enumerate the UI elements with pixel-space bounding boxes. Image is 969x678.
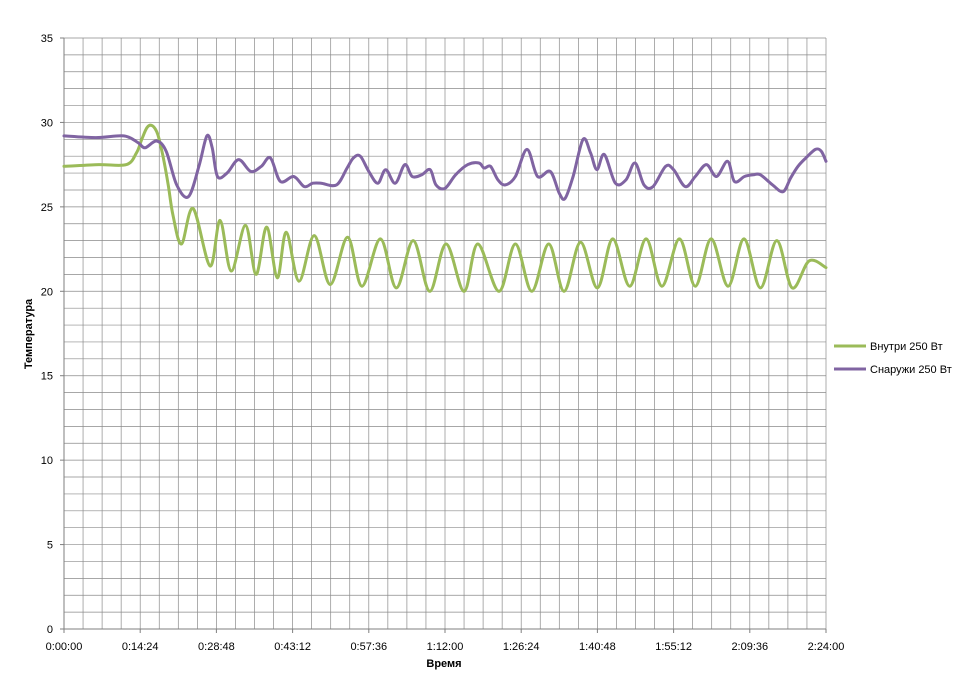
y-tick-label: 5 (47, 540, 53, 552)
y-tick-label: 25 (41, 202, 53, 214)
x-tick-label: 0:00:00 (46, 641, 83, 653)
y-tick-label: 30 (41, 117, 53, 129)
series-lines (62, 123, 828, 293)
legend-label-1: Внутри 250 Вт (870, 341, 943, 353)
x-tick-label: 0:28:48 (198, 641, 235, 653)
y-axis-title: Температура (23, 298, 35, 369)
legend-label-2: Снаружи 250 Вт (870, 364, 952, 376)
x-tick-label: 0:57:36 (350, 641, 387, 653)
x-tick-label: 0:43:12 (274, 641, 311, 653)
y-tick-label: 0 (47, 624, 53, 636)
y-axis-ticks: 0 5 10 15 20 25 30 35 (41, 33, 64, 636)
x-axis-title: Время (426, 658, 461, 670)
x-tick-label: 2:09:36 (731, 641, 768, 653)
y-tick-label: 10 (41, 455, 53, 467)
x-tick-label: 1:55:12 (655, 641, 692, 653)
series-line-2 (62, 133, 828, 201)
series-line-1 (62, 123, 828, 293)
x-tick-label: 2:24:00 (808, 641, 845, 653)
legend: Внутри 250 Вт Снаружи 250 Вт (834, 341, 952, 376)
y-tick-label: 35 (41, 33, 53, 45)
y-tick-label: 15 (41, 371, 53, 383)
x-axis-ticks: 0:00:00 0:14:24 0:28:48 0:43:12 0:57:36 1:12:… (46, 629, 845, 653)
y-tick-label: 20 (41, 286, 53, 298)
gridlines (63, 37, 827, 630)
x-tick-label: 0:14:24 (122, 641, 159, 653)
x-tick-label: 1:26:24 (503, 641, 540, 653)
x-tick-label: 1:12:00 (427, 641, 464, 653)
x-tick-label: 1:40:48 (579, 641, 616, 653)
